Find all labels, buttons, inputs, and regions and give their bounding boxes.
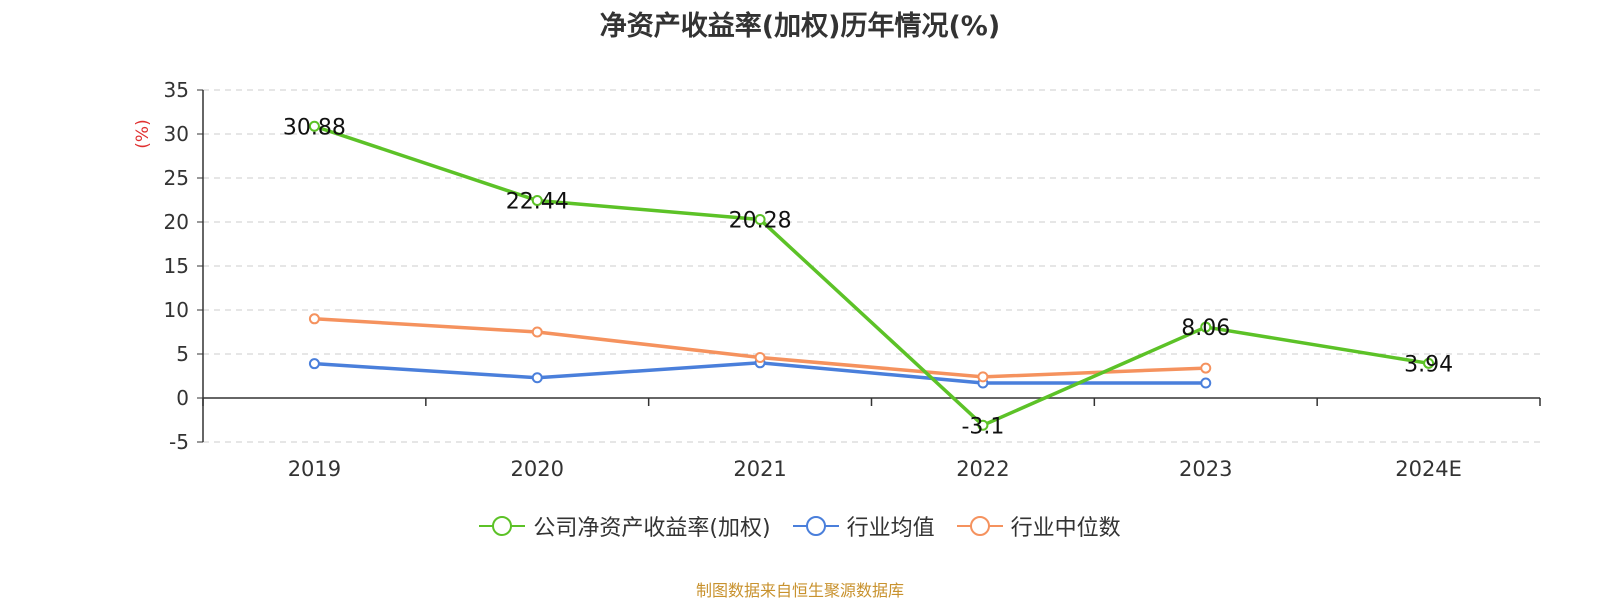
data-label: 22.44 bbox=[506, 190, 569, 215]
legend-item[interactable]: 公司净资产收益率(加权) bbox=[479, 510, 771, 542]
y-tick-label: 10 bbox=[164, 298, 189, 322]
data-point bbox=[531, 326, 543, 338]
legend-marker-icon bbox=[792, 515, 839, 537]
x-tick-label: 2020 bbox=[511, 457, 564, 481]
data-label: -3.1 bbox=[961, 414, 1004, 439]
legend-label: 行业中位数 bbox=[1010, 516, 1121, 541]
chart-title: 净资产收益率(加权)历年情况(%) bbox=[599, 11, 1001, 42]
y-tick-label: 15 bbox=[164, 254, 189, 278]
y-tick-label: 5 bbox=[176, 342, 189, 366]
legend: 公司净资产收益率(加权) 行业均值 行业中位数 bbox=[0, 510, 1600, 542]
data-point bbox=[977, 419, 989, 431]
x-tick-label: 2023 bbox=[1179, 457, 1232, 481]
data-point bbox=[308, 120, 320, 132]
data-label: 3.94 bbox=[1404, 352, 1453, 377]
x-tick-label: 2022 bbox=[956, 457, 1009, 481]
legend-item[interactable]: 行业均值 bbox=[792, 510, 935, 542]
y-tick-label: 0 bbox=[176, 386, 189, 410]
y-tick-label: 35 bbox=[164, 78, 189, 102]
data-point bbox=[977, 371, 989, 383]
x-tick-label: 2021 bbox=[733, 457, 786, 481]
data-point bbox=[531, 195, 543, 207]
legend-item[interactable]: 行业中位数 bbox=[956, 510, 1121, 542]
legend-label: 行业均值 bbox=[846, 516, 935, 541]
data-point bbox=[1423, 357, 1435, 369]
y-tick-label: 30 bbox=[164, 122, 189, 146]
data-label: 20.28 bbox=[729, 209, 792, 234]
y-axis-label: (%) bbox=[133, 119, 153, 148]
y-tick-label: -5 bbox=[169, 430, 189, 454]
source-note: 制图数据来自恒生聚源数据库 bbox=[695, 581, 904, 600]
data-label: 30.88 bbox=[283, 115, 346, 140]
legend-marker-icon bbox=[956, 515, 1003, 537]
x-tick-label: 2019 bbox=[288, 457, 341, 481]
data-point bbox=[1200, 321, 1212, 333]
legend-marker-icon bbox=[479, 515, 526, 537]
legend-label: 公司净资产收益率(加权) bbox=[533, 516, 771, 541]
data-point bbox=[308, 313, 320, 325]
series-line bbox=[313, 124, 1429, 428]
data-point bbox=[1200, 377, 1212, 389]
data-point bbox=[754, 214, 766, 226]
data-point bbox=[308, 358, 320, 370]
y-tick-label: 20 bbox=[164, 210, 189, 234]
data-point bbox=[531, 372, 543, 384]
x-tick-label: 2024E bbox=[1395, 457, 1462, 481]
line-chart: 35 30 25 20 15 10 5 0 -5 (%) 2019 2020 2021 2022 2023 2… bbox=[133, 78, 1541, 481]
data-point bbox=[1200, 362, 1212, 374]
data-label: 8.06 bbox=[1181, 316, 1230, 341]
y-tick-label: 25 bbox=[164, 166, 189, 190]
data-point bbox=[754, 352, 766, 364]
